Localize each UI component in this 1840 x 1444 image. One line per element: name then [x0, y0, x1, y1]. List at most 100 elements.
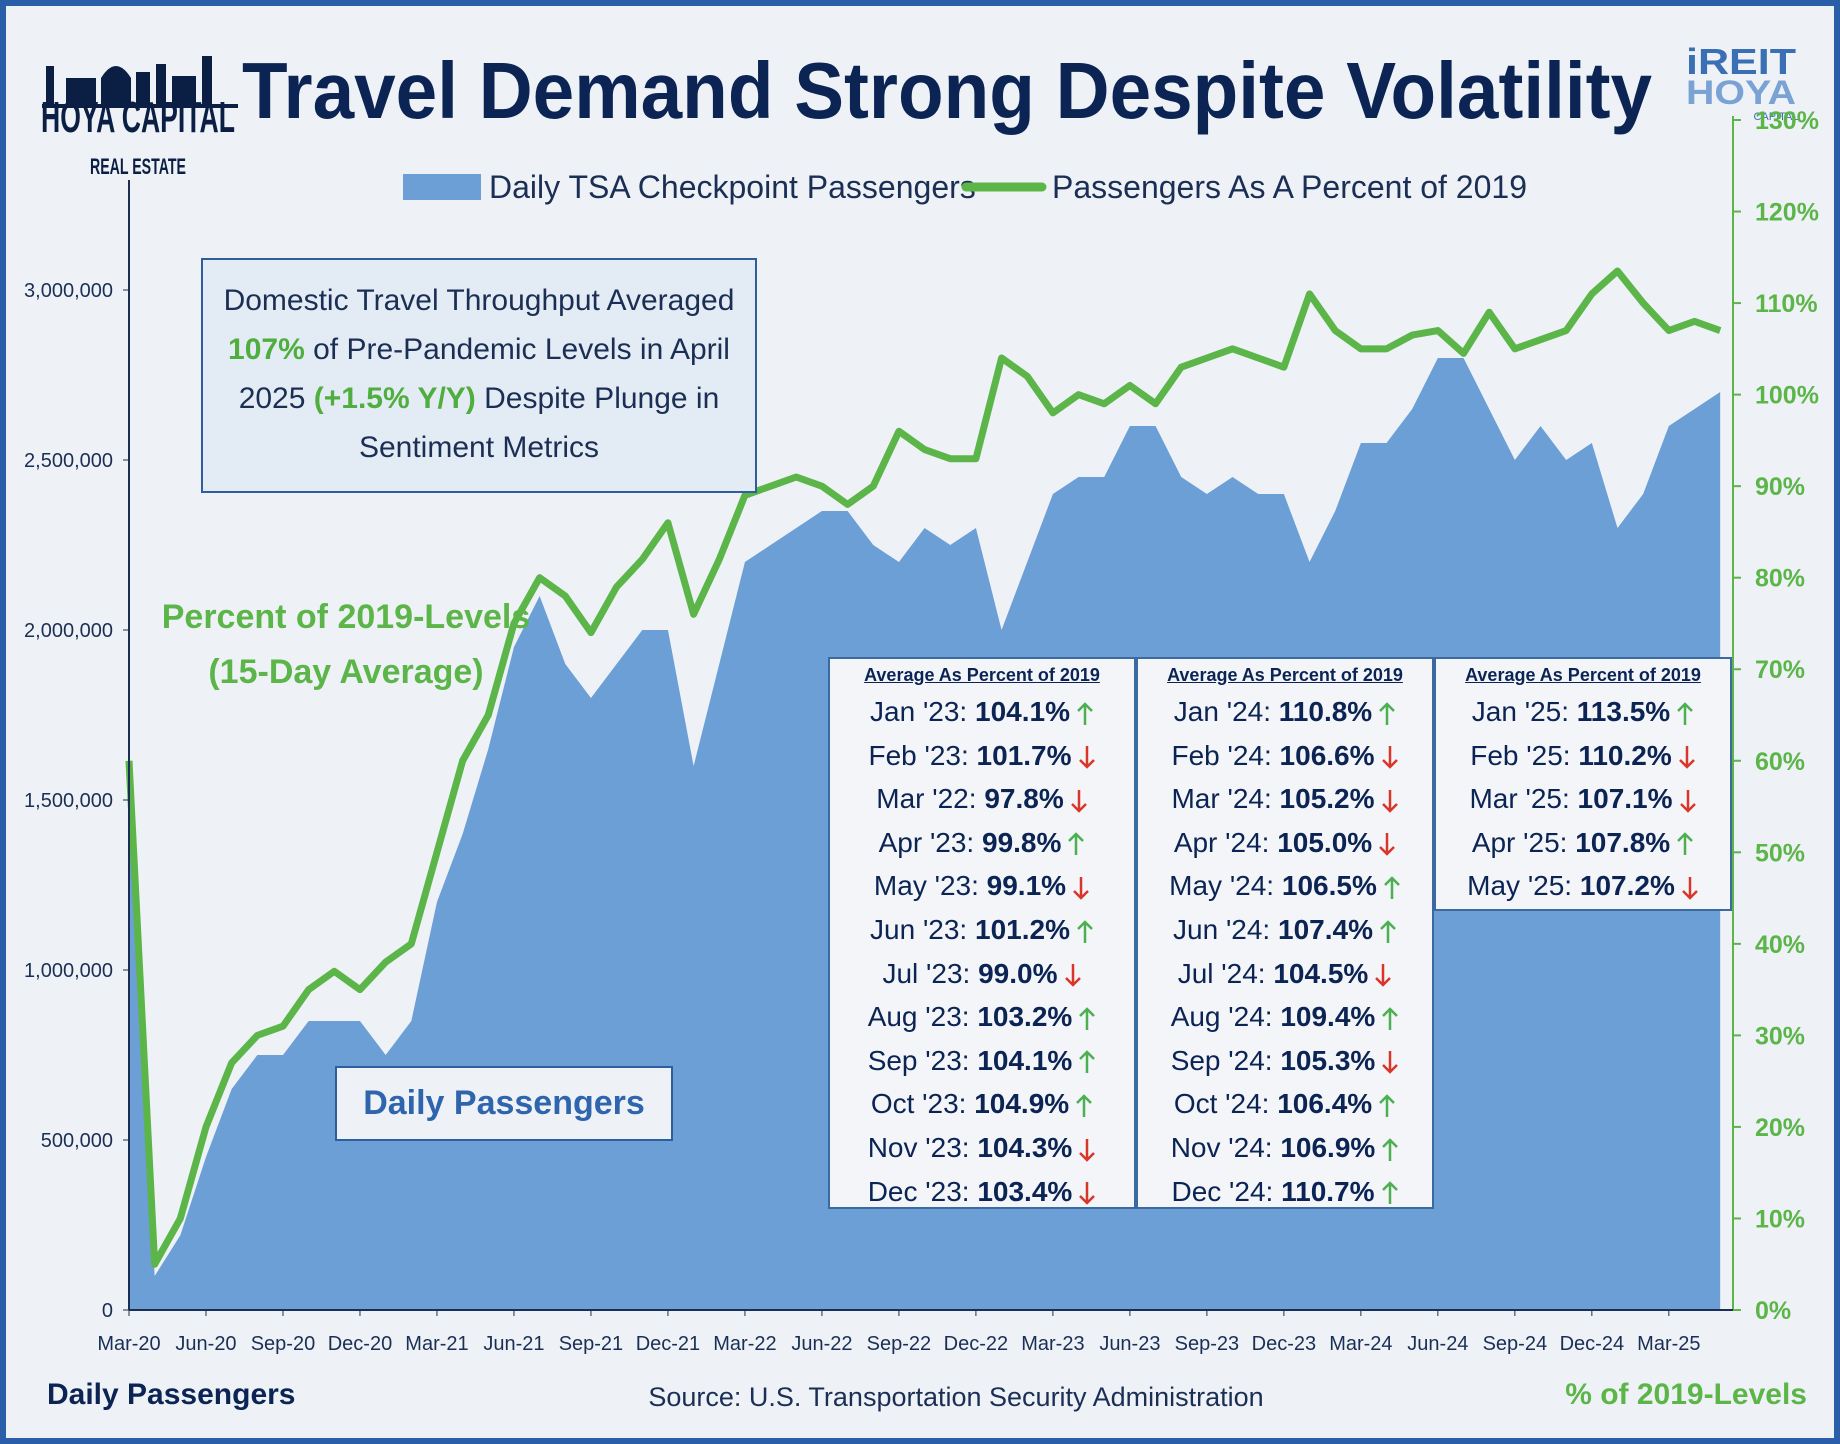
row-value: 106.5% — [1281, 870, 1377, 902]
summary-table: Average As Percent of 2019 Jan '24: 110.8… — [1136, 657, 1434, 1209]
y2-tick-label: 100% — [1755, 382, 1819, 410]
trend-arrow-shape — [1077, 701, 1093, 725]
logo-building — [172, 76, 196, 106]
trend-arrow-shape — [1381, 1181, 1398, 1205]
row-value: 107.8% — [1575, 826, 1671, 858]
x-tick-label: Mar-23 — [1021, 1333, 1084, 1355]
legend-label: Daily TSA Checkpoint Passengers — [489, 169, 976, 205]
trend-arrow — [1068, 832, 1085, 856]
row-value: 101.2% — [975, 913, 1070, 945]
trend-arrow — [1079, 1006, 1096, 1030]
logo-right-subtext: CAPITAL — [1753, 111, 1798, 123]
trend-arrow-shape — [1382, 1006, 1399, 1030]
x-tick-label: Jun-21 — [483, 1333, 544, 1355]
row-value: 104.3% — [977, 1131, 1073, 1163]
row-value: 104.5% — [1273, 957, 1369, 989]
table-row: Nov '24: 106.9% — [1138, 1126, 1432, 1170]
table-row: Jun '24: 107.4% — [1138, 908, 1432, 952]
trend-arrow — [1073, 876, 1089, 900]
y2-tick-label: 40% — [1755, 931, 1805, 959]
trend-arrow-shape — [1070, 789, 1087, 813]
y-tick-label: 500,000 — [41, 1130, 113, 1152]
x-tick-label: Jun-23 — [1099, 1333, 1160, 1355]
row-value: 104.1% — [977, 1044, 1073, 1076]
trend-arrow — [1077, 701, 1093, 725]
callout-highlight: 107% — [228, 333, 305, 366]
row-value: 105.3% — [1280, 1044, 1376, 1076]
logo-right-text: iREIT — [1686, 41, 1796, 82]
table-row: Feb '23: 101.7% — [830, 734, 1134, 778]
x-tick-label: Sep-20 — [251, 1333, 316, 1355]
row-label: Nov '24: — [1170, 1131, 1273, 1163]
y2-tick-label: 60% — [1755, 748, 1805, 776]
trend-arrow-shape — [1079, 1138, 1096, 1162]
trend-arrow-shape — [1381, 746, 1398, 769]
logo-subtext: REAL ESTATE — [90, 154, 186, 179]
x-tick-label: Jun-24 — [1407, 1333, 1468, 1355]
y2-tick-label: 80% — [1755, 565, 1805, 593]
row-value: 97.8% — [984, 783, 1064, 815]
table-row: Sep '24: 105.3% — [1138, 1039, 1432, 1083]
x-tick-label: Dec-24 — [1560, 1333, 1624, 1355]
logo-building — [136, 72, 150, 106]
y-axis-title: Daily Passengers — [47, 1378, 295, 1411]
row-label: Jun '23: — [870, 913, 968, 945]
row-value: 104.9% — [974, 1088, 1070, 1120]
row-value: 110.2% — [1578, 739, 1672, 771]
row-value: 99.0% — [978, 957, 1058, 989]
row-label: Apr '24: — [1173, 826, 1270, 858]
trend-arrow — [1677, 701, 1694, 725]
table-row: Nov '23: 104.3% — [830, 1126, 1134, 1170]
row-label: Apr '25: — [1471, 826, 1568, 858]
trend-arrow — [1380, 919, 1396, 943]
table-row: May '25: 107.2% — [1436, 864, 1730, 908]
row-label: May '24: — [1169, 870, 1275, 902]
row-value: 106.9% — [1280, 1131, 1376, 1163]
table-row: Dec '24: 110.7% — [1138, 1170, 1432, 1214]
trend-arrow-shape — [1383, 876, 1400, 899]
row-label: Jul '23: — [882, 957, 971, 989]
row-label: Dec '23: — [867, 1175, 970, 1207]
table-row: Dec '23: 103.4% — [830, 1170, 1134, 1214]
trend-arrow-shape — [1079, 1182, 1096, 1205]
row-label: Oct '24: — [1173, 1088, 1270, 1120]
trend-arrow-shape — [1681, 876, 1698, 900]
table-row: May '24: 106.5% — [1138, 864, 1432, 908]
trend-arrow-shape — [1677, 832, 1694, 856]
row-value: 109.4% — [1280, 1001, 1376, 1033]
table-row: May '23: 99.1% — [830, 864, 1134, 908]
trend-arrow-shape — [1379, 833, 1396, 857]
table-row: Sep '23: 104.1% — [830, 1039, 1134, 1083]
trend-arrow-shape — [1064, 964, 1081, 987]
row-value: 110.7% — [1281, 1175, 1375, 1207]
row-value: 104.1% — [975, 696, 1070, 727]
trend-arrow-shape — [1073, 876, 1089, 900]
trend-arrow — [1078, 746, 1095, 769]
trend-arrow — [1382, 1051, 1399, 1075]
y2-tick-label: 0% — [1755, 1297, 1791, 1325]
trend-arrow — [1681, 876, 1698, 900]
logo-base — [42, 104, 238, 108]
legend-label: Passengers As A Percent of 2019 — [1052, 169, 1527, 205]
x-tick-label: Dec-22 — [944, 1333, 1008, 1355]
table-row: Mar '25: 107.1% — [1436, 777, 1730, 821]
table-row: Feb '24: 106.6% — [1138, 734, 1432, 778]
trend-arrow — [1381, 1181, 1398, 1205]
trend-arrow — [1379, 701, 1396, 725]
row-label: May '23: — [873, 870, 979, 902]
trend-arrow-shape — [1380, 919, 1396, 943]
y2-tick-label: 110% — [1755, 290, 1818, 318]
trend-arrow — [1070, 789, 1087, 813]
trend-arrow — [1077, 919, 1093, 943]
x-tick-label: Dec-20 — [328, 1333, 392, 1355]
source: Source: U.S. Transportation Security Adm… — [648, 1382, 1263, 1412]
row-value: 99.1% — [986, 870, 1067, 902]
trend-arrow-shape — [1076, 1094, 1093, 1117]
callout-text: Domestic Travel Throughput Averaged — [223, 284, 735, 317]
trend-arrow — [1379, 1094, 1396, 1117]
row-value: 99.8% — [982, 826, 1062, 858]
logo-building — [66, 78, 96, 106]
table-row: Jun '23: 101.2% — [830, 908, 1134, 952]
logo-dome — [101, 66, 131, 106]
trend-arrow — [1381, 789, 1398, 813]
